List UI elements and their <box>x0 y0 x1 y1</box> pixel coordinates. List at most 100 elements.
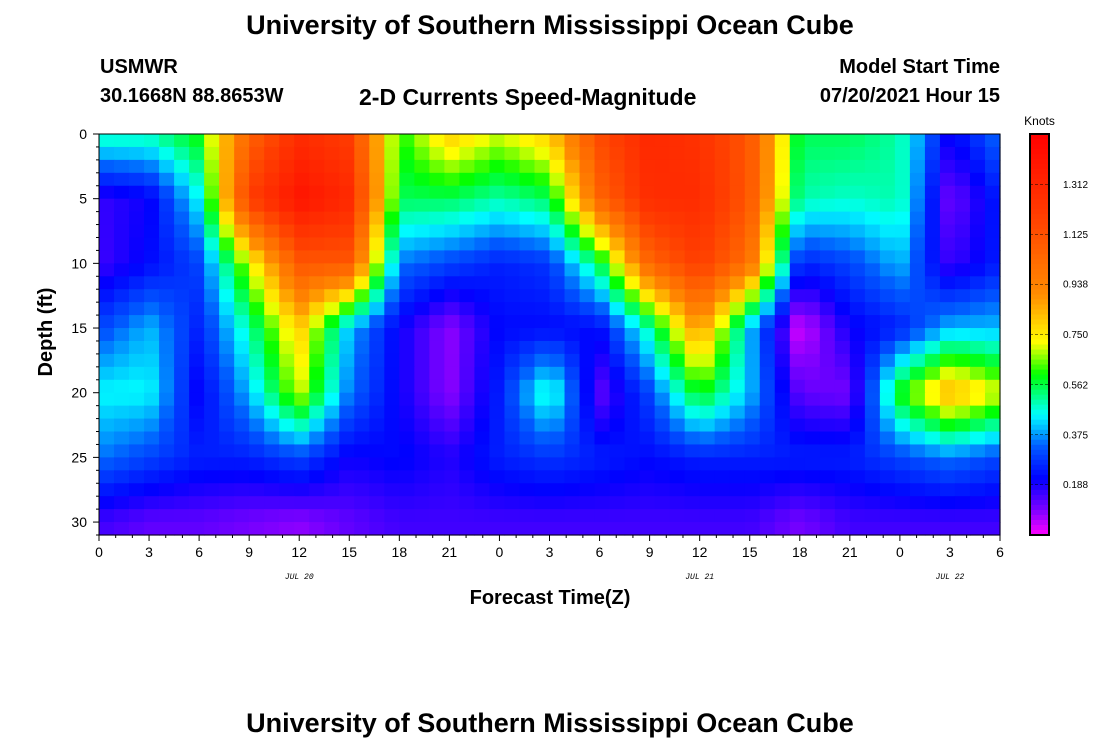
heatmap-cell <box>849 522 866 536</box>
heatmap-cell <box>294 444 310 458</box>
heatmap-cell <box>159 496 175 510</box>
heatmap-cell <box>624 224 641 239</box>
x-tick-label: 18 <box>792 544 808 560</box>
heatmap-cell <box>309 134 325 148</box>
heatmap-cell <box>564 211 581 226</box>
heatmap-cell <box>399 172 415 187</box>
heatmap-cell <box>399 405 415 420</box>
heatmap-cell <box>519 470 536 484</box>
heatmap-cell <box>534 496 551 510</box>
heatmap-cell <box>384 134 400 148</box>
heatmap-cell <box>324 522 340 536</box>
heatmap-cell <box>789 392 806 407</box>
heatmap-cell <box>564 509 581 523</box>
heatmap-cell <box>309 457 325 471</box>
heatmap-cell <box>954 418 971 433</box>
heatmap-cell <box>654 379 671 394</box>
heatmap-cell <box>294 470 310 484</box>
heatmap-cell <box>654 172 671 187</box>
heatmap-cell <box>609 457 626 471</box>
heatmap-cell <box>384 509 400 523</box>
heatmap-cell <box>954 379 971 394</box>
heatmap-cell <box>804 522 821 536</box>
heatmap-cell <box>219 328 235 342</box>
heatmap-cell <box>264 366 280 381</box>
heatmap-cell <box>534 392 551 407</box>
heatmap-cell <box>234 366 250 381</box>
colorbar-segment <box>1030 154 1049 160</box>
heatmap-cell <box>129 496 145 510</box>
heatmap-cell <box>624 405 641 420</box>
heatmap-cell <box>429 418 445 433</box>
heatmap-cell <box>324 263 340 277</box>
heatmap-cell <box>579 224 596 239</box>
heatmap-cell <box>639 134 656 148</box>
heatmap-cell <box>489 263 506 277</box>
heatmap-cell <box>504 522 521 536</box>
heatmap-cell <box>789 276 806 290</box>
heatmap-cell <box>609 392 626 407</box>
heatmap-cell <box>789 470 806 484</box>
heatmap-cell <box>939 250 956 264</box>
colorbar-segment <box>1030 159 1049 165</box>
heatmap-cell <box>669 366 686 381</box>
heatmap-cell <box>879 185 896 200</box>
heatmap-cell <box>249 444 265 458</box>
heatmap-cell <box>459 340 476 355</box>
heatmap-cell <box>729 405 746 420</box>
heatmap-cell <box>924 146 941 161</box>
heatmap-cell <box>474 405 491 420</box>
heatmap-cell <box>654 315 671 329</box>
heatmap-cell <box>744 509 761 523</box>
heatmap-cell <box>834 366 851 381</box>
heatmap-cell <box>939 315 956 329</box>
heatmap-cell <box>819 198 836 213</box>
heatmap-cell <box>429 263 445 277</box>
heatmap-cell <box>744 302 761 316</box>
heatmap-cell <box>864 405 881 420</box>
heatmap-cell <box>489 457 506 471</box>
heatmap-cell <box>984 483 1001 497</box>
heatmap-cell <box>669 405 686 420</box>
heatmap-cell <box>669 496 686 510</box>
heatmap-cell <box>954 392 971 407</box>
heatmap-cell <box>189 405 205 420</box>
heatmap-cell <box>309 276 325 290</box>
heatmap-cell <box>144 522 160 536</box>
heatmap-cell <box>174 289 190 303</box>
heatmap-cell <box>429 470 445 484</box>
heatmap-cell <box>99 522 115 536</box>
heatmap-cell <box>849 172 866 187</box>
heatmap-cell <box>369 483 385 497</box>
heatmap-cell <box>939 224 956 239</box>
heatmap-cell <box>114 211 130 226</box>
heatmap-cell <box>834 328 851 342</box>
heatmap-cell <box>939 276 956 290</box>
heatmap-cell <box>324 340 340 355</box>
heatmap-cell <box>669 340 686 355</box>
heatmap-cell <box>759 276 776 290</box>
heatmap-cell <box>234 328 250 342</box>
heatmap-cell <box>264 328 280 342</box>
heatmap-cell <box>429 250 445 264</box>
heatmap-cell <box>444 418 460 433</box>
heatmap-cell <box>684 276 701 290</box>
heatmap-cell <box>204 470 220 484</box>
heatmap-cell <box>324 457 340 471</box>
heatmap-cell <box>204 276 220 290</box>
heatmap-cell <box>699 444 716 458</box>
heatmap-cell <box>984 418 1001 433</box>
heatmap-cell <box>939 418 956 433</box>
heatmap-cell <box>909 366 926 381</box>
heatmap-cell <box>384 146 400 161</box>
heatmap-cell <box>909 496 926 510</box>
heatmap-cell <box>894 509 911 523</box>
heatmap-cell <box>174 198 190 213</box>
heatmap-cell <box>234 418 250 433</box>
heatmap-cell <box>264 457 280 471</box>
heatmap-cell <box>234 185 250 200</box>
heatmap-cell <box>969 172 986 187</box>
heatmap-cell <box>189 302 205 316</box>
heatmap-cell <box>519 211 536 226</box>
